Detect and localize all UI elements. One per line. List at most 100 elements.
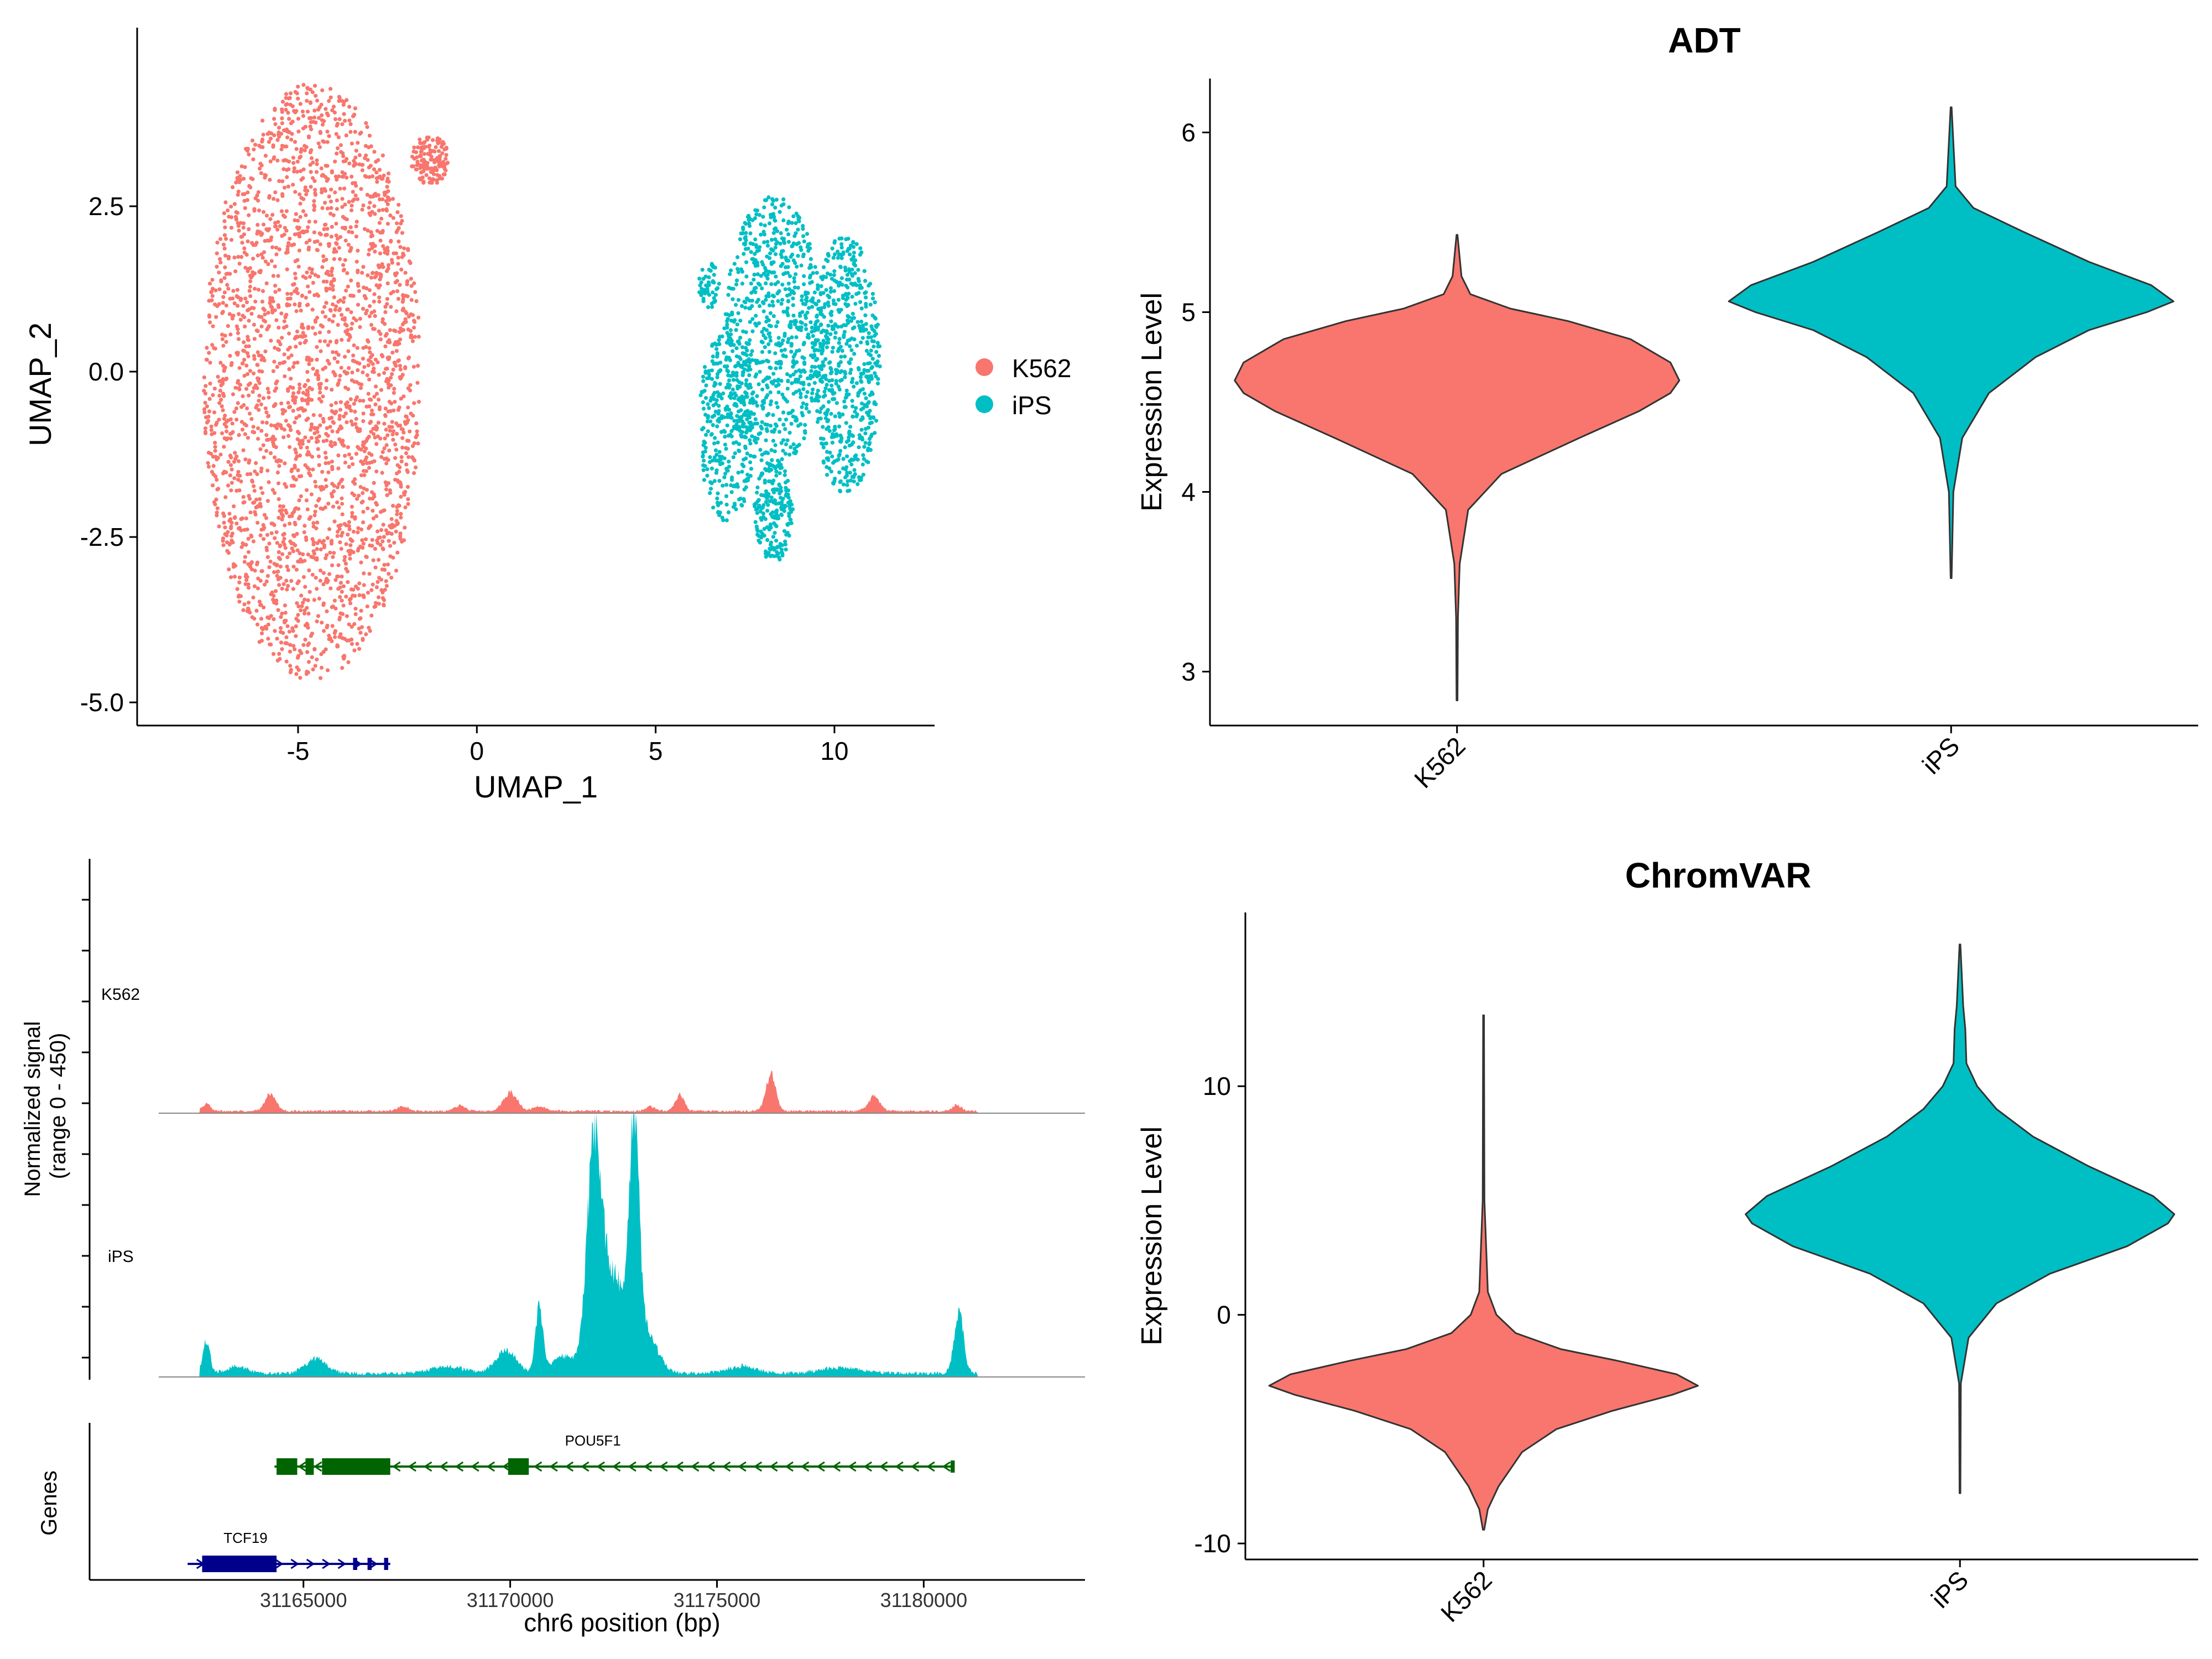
umap-point: [279, 132, 284, 136]
umap-point: [309, 156, 314, 160]
gene-strand-arrow: [471, 1461, 479, 1472]
umap-point: [312, 230, 316, 234]
umap-point: [723, 312, 728, 316]
umap-point: [727, 408, 732, 412]
umap-point: [377, 595, 381, 599]
coverage-y-axis-label-line1: Normalized signal: [20, 1021, 45, 1197]
umap-point: [241, 226, 246, 230]
umap-point: [726, 510, 731, 515]
umap-point: [731, 505, 735, 509]
umap-point: [273, 190, 278, 195]
umap-point: [791, 296, 795, 301]
umap-point: [348, 249, 352, 253]
umap-point: [226, 418, 231, 422]
umap-point: [854, 406, 858, 410]
umap-point: [863, 431, 868, 436]
umap-point: [288, 521, 292, 526]
umap-point: [398, 363, 403, 368]
umap-point: [748, 438, 752, 442]
umap-point: [333, 372, 337, 377]
umap-point: [739, 503, 744, 507]
umap-point: [371, 509, 375, 513]
umap-point: [289, 137, 294, 142]
umap-point: [247, 213, 251, 217]
umap-point: [792, 322, 797, 327]
umap-point: [248, 369, 253, 373]
umap-point: [415, 429, 419, 434]
umap-point: [771, 372, 776, 376]
umap-point: [351, 358, 355, 363]
umap-point: [240, 427, 245, 432]
umap-point: [754, 361, 759, 366]
umap-point: [717, 479, 722, 483]
umap-point: [293, 190, 298, 194]
umap-point: [312, 108, 317, 113]
umap-point: [313, 509, 317, 514]
umap-point: [377, 299, 382, 304]
umap-point: [260, 420, 265, 425]
umap-point: [327, 527, 332, 531]
umap-point: [389, 291, 393, 296]
umap-point: [275, 198, 280, 202]
umap-point: [374, 514, 379, 519]
umap-point: [260, 631, 264, 635]
umap-point: [258, 533, 263, 538]
umap-point: [828, 332, 833, 336]
umap-point: [334, 233, 338, 238]
umap-point: [305, 650, 310, 654]
umap-point: [245, 149, 249, 153]
umap-point: [219, 398, 223, 402]
umap-point: [816, 299, 821, 304]
umap-point: [817, 364, 821, 369]
umap-point: [395, 289, 400, 294]
umap-point: [764, 489, 768, 494]
umap-point: [221, 511, 226, 516]
umap-point: [841, 457, 846, 461]
umap-point: [382, 371, 387, 375]
umap-point: [700, 268, 705, 272]
umap-point: [358, 429, 362, 433]
umap-point: [337, 308, 342, 312]
umap-point: [369, 144, 373, 149]
umap-point: [761, 359, 765, 364]
umap-point: [253, 512, 258, 517]
umap-point: [784, 354, 788, 359]
umap-point: [857, 433, 862, 437]
umap-point: [779, 495, 783, 500]
umap-point: [721, 391, 726, 396]
umap-point: [231, 289, 236, 293]
umap-point: [406, 497, 410, 502]
umap-point: [289, 578, 294, 583]
umap-point: [432, 149, 437, 154]
umap-point: [844, 284, 848, 288]
umap-point: [874, 332, 878, 336]
gene-strand-arrow: [738, 1461, 747, 1472]
umap-point: [767, 221, 772, 226]
umap-point: [283, 374, 287, 379]
umap-point: [415, 163, 419, 168]
umap-point: [328, 211, 333, 216]
umap-point: [231, 562, 236, 566]
umap-point: [221, 301, 225, 305]
umap-point: [725, 322, 729, 327]
umap-point: [331, 288, 335, 292]
umap-point: [731, 455, 735, 460]
umap-point: [760, 286, 764, 291]
umap-point: [343, 460, 348, 465]
umap-point: [786, 270, 790, 275]
umap-point: [353, 515, 357, 519]
umap-point: [862, 368, 867, 372]
umap-point: [317, 231, 322, 236]
umap-point: [222, 211, 226, 216]
umap-point: [263, 173, 267, 177]
umap-point: [402, 320, 406, 325]
umap-point: [771, 212, 776, 216]
umap-point: [276, 515, 281, 520]
umap-point: [302, 524, 307, 528]
umap-point: [321, 139, 325, 143]
umap-point: [763, 345, 767, 349]
umap-point: [264, 448, 269, 453]
umap-point: [767, 349, 771, 354]
umap-point: [322, 339, 327, 343]
umap-point: [406, 314, 411, 319]
